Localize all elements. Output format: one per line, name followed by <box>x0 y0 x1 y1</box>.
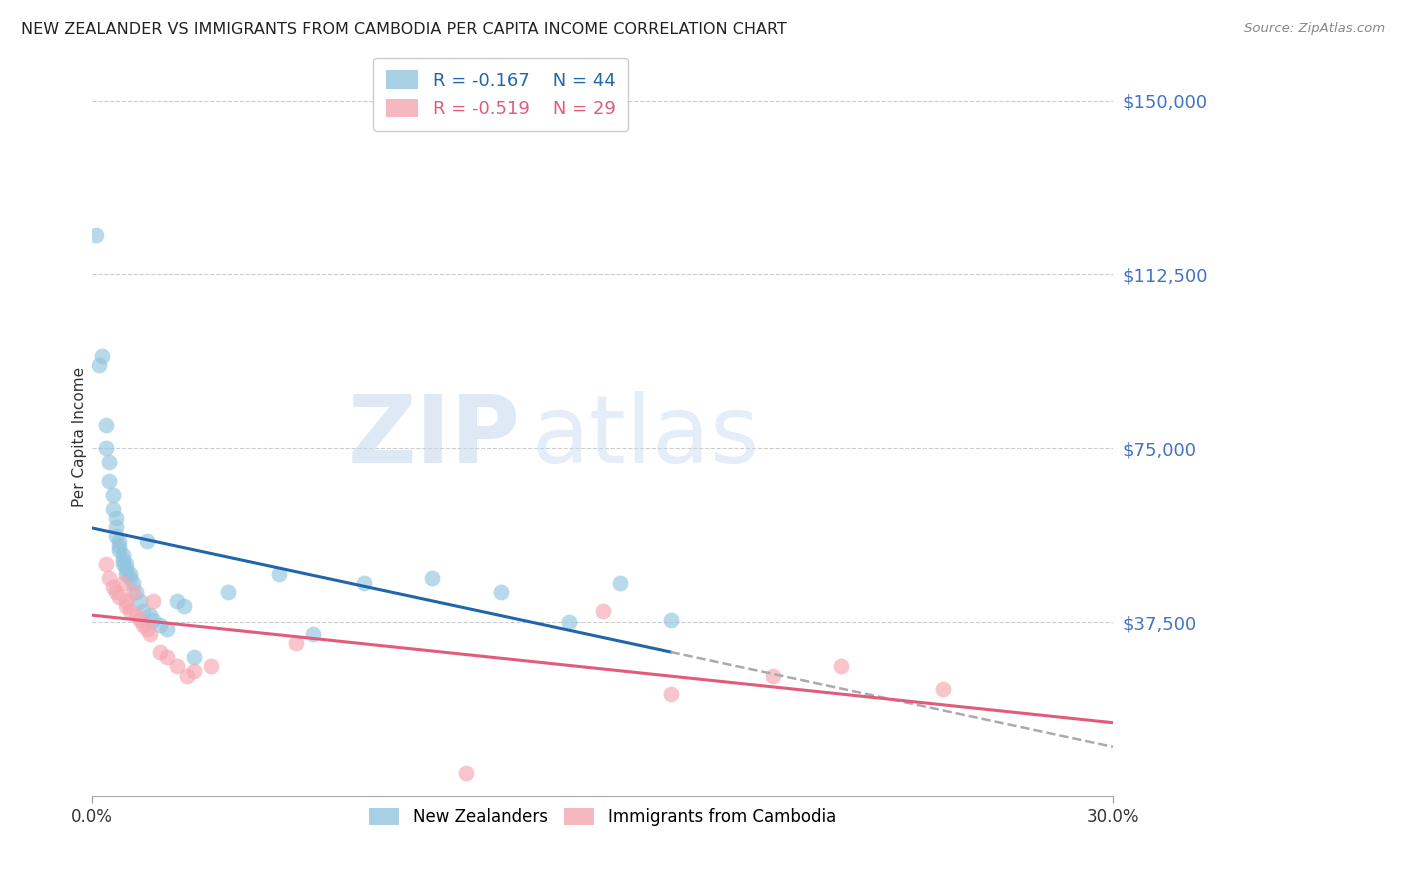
Point <box>111 548 134 562</box>
Point <box>166 594 188 608</box>
Point <box>98 571 121 585</box>
Point <box>135 622 157 636</box>
Point <box>87 358 110 372</box>
Point <box>489 585 512 599</box>
Point <box>149 617 172 632</box>
Point <box>183 664 205 678</box>
Point <box>108 590 131 604</box>
Point <box>91 349 114 363</box>
Point <box>105 511 128 525</box>
Text: atlas: atlas <box>531 391 759 483</box>
Legend: New Zealanders, Immigrants from Cambodia: New Zealanders, Immigrants from Cambodia <box>361 799 844 835</box>
Point <box>111 575 134 590</box>
Point <box>115 594 138 608</box>
Point <box>269 566 291 581</box>
Point <box>118 571 141 585</box>
Point <box>98 455 121 469</box>
Point <box>128 613 150 627</box>
Point <box>166 659 188 673</box>
Point <box>115 599 138 613</box>
Point <box>111 552 134 566</box>
Point <box>659 613 682 627</box>
Point <box>84 228 107 243</box>
Point <box>125 585 148 599</box>
Point <box>98 474 121 488</box>
Point <box>422 571 444 585</box>
Point <box>183 650 205 665</box>
Point <box>101 488 124 502</box>
Y-axis label: Per Capita Income: Per Capita Income <box>72 367 87 507</box>
Text: NEW ZEALANDER VS IMMIGRANTS FROM CAMBODIA PER CAPITA INCOME CORRELATION CHART: NEW ZEALANDER VS IMMIGRANTS FROM CAMBODI… <box>21 22 787 37</box>
Point <box>830 659 852 673</box>
Point <box>149 645 172 659</box>
Point <box>135 534 157 549</box>
Point <box>142 613 165 627</box>
Point <box>94 418 117 433</box>
Point <box>122 585 145 599</box>
Point <box>932 682 955 697</box>
Point <box>115 566 138 581</box>
Point <box>139 608 162 623</box>
Point <box>156 650 179 665</box>
Point <box>108 534 131 549</box>
Point <box>557 615 579 630</box>
Text: ZIP: ZIP <box>349 391 520 483</box>
Point <box>285 636 308 650</box>
Point <box>105 529 128 543</box>
Point <box>105 520 128 534</box>
Point <box>132 604 155 618</box>
Point <box>94 442 117 456</box>
Point <box>118 566 141 581</box>
Point <box>115 562 138 576</box>
Point <box>353 575 375 590</box>
Text: Source: ZipAtlas.com: Source: ZipAtlas.com <box>1244 22 1385 36</box>
Point <box>101 581 124 595</box>
Point <box>609 575 631 590</box>
Point <box>128 594 150 608</box>
Point <box>302 627 325 641</box>
Point <box>122 575 145 590</box>
Point <box>115 558 138 572</box>
Point <box>592 604 614 618</box>
Point <box>108 539 131 553</box>
Point <box>659 687 682 701</box>
Point <box>200 659 222 673</box>
Point <box>762 668 785 682</box>
Point <box>176 668 198 682</box>
Point <box>125 608 148 623</box>
Point <box>156 622 179 636</box>
Point <box>142 594 165 608</box>
Point <box>94 558 117 572</box>
Point <box>105 585 128 599</box>
Point <box>118 604 141 618</box>
Point <box>173 599 195 613</box>
Point <box>456 765 478 780</box>
Point <box>111 558 134 572</box>
Point <box>132 617 155 632</box>
Point <box>108 543 131 558</box>
Point <box>217 585 239 599</box>
Point <box>139 627 162 641</box>
Point <box>101 501 124 516</box>
